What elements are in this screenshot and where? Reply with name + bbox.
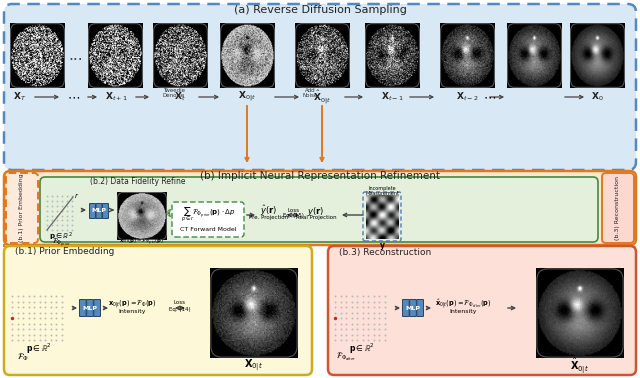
Text: $\mathcal{F}_{\Phi_{after}}$: $\mathcal{F}_{\Phi_{after}}$ (336, 351, 356, 363)
Text: $\mathbf{X}_{t-1}$: $\mathbf{X}_{t-1}$ (381, 91, 403, 103)
Text: $\mathbf{X}_{0|t}$: $\mathbf{X}_{0|t}$ (244, 357, 264, 373)
FancyBboxPatch shape (403, 299, 409, 316)
Text: ...: ... (448, 48, 462, 63)
Text: $\cdots$: $\cdots$ (67, 90, 81, 104)
Text: Pre. Projection: Pre. Projection (250, 214, 289, 220)
Text: $\mathbf{X}_0$: $\mathbf{X}_0$ (591, 91, 604, 103)
Text: $\mathbf{X}_{t+1}$: $\mathbf{X}_{t+1}$ (104, 91, 127, 103)
Text: (b.2) Data Fidelity Refine: (b.2) Data Fidelity Refine (90, 178, 186, 186)
Text: $\mathbf{p}\in\mathbb{R}^2$: $\mathbf{p}\in\mathbb{R}^2$ (26, 342, 52, 356)
FancyBboxPatch shape (4, 171, 636, 245)
Text: $\mathcal{F}_{\Phi}$: $\mathcal{F}_{\Phi}$ (17, 351, 29, 363)
Text: Intensity: Intensity (118, 308, 146, 313)
FancyBboxPatch shape (4, 4, 636, 170)
Text: Incomplete
Measurement: Incomplete Measurement (365, 186, 399, 197)
FancyBboxPatch shape (417, 299, 424, 316)
FancyBboxPatch shape (102, 203, 109, 218)
Text: Loss: Loss (174, 301, 186, 305)
Text: $\mathbf{X}_T$: $\mathbf{X}_T$ (13, 91, 27, 103)
Text: $\hat{\mathbf{X}}_{0|t}$: $\hat{\mathbf{X}}_{0|t}$ (313, 88, 331, 106)
Text: $\mathbf{X}_t$: $\mathbf{X}_t$ (174, 91, 186, 103)
Text: CT Forward Model: CT Forward Model (180, 227, 236, 232)
FancyBboxPatch shape (90, 203, 95, 218)
Text: Real Projection: Real Projection (296, 214, 336, 220)
FancyBboxPatch shape (602, 173, 634, 243)
Text: MLP: MLP (92, 209, 106, 214)
Text: (b.3) Reconstruction: (b.3) Reconstruction (339, 248, 431, 257)
Text: $\mathbf{X}_{t-2}$: $\mathbf{X}_{t-2}$ (456, 91, 478, 103)
Text: (a) Reverse Diffusion Sampling: (a) Reverse Diffusion Sampling (234, 5, 406, 15)
Text: Noise: Noise (302, 93, 317, 98)
Text: Tweedie: Tweedie (163, 88, 185, 93)
FancyBboxPatch shape (6, 173, 38, 243)
Text: Add: Add (305, 88, 316, 93)
Text: $y(\mathbf{r})$: $y(\mathbf{r})$ (307, 204, 324, 217)
Text: ...: ... (68, 48, 83, 63)
Text: $\sum_{p\in r}\mathcal{F}_{\Phi_{prior}}(\mathbf{p})\cdot\Delta p$: $\sum_{p\in r}\mathcal{F}_{\Phi_{prior}}… (180, 206, 236, 225)
Text: MLP: MLP (83, 305, 97, 310)
Text: $\hat{\mathbf{X}}_{0|t}$: $\hat{\mathbf{X}}_{0|t}$ (570, 355, 589, 375)
Text: Denoise: Denoise (163, 93, 185, 98)
Text: (b.3) Reconstruction: (b.3) Reconstruction (616, 176, 621, 240)
Text: $\mathbf{x}_{0|t}(\mathbf{p})=\mathcal{F}_{\Phi}(\mathbf{p})$: $\mathbf{x}_{0|t}(\mathbf{p})=\mathcal{F… (108, 298, 156, 310)
Text: (b) Implicit Neural Representation Refinement: (b) Implicit Neural Representation Refin… (200, 171, 440, 181)
FancyBboxPatch shape (79, 299, 86, 316)
Text: MLP: MLP (406, 305, 420, 310)
Text: $\mathcal{F}_{\Phi_{prior}}$: $\mathcal{F}_{\Phi_{prior}}$ (52, 237, 70, 249)
Text: r: r (75, 193, 77, 199)
Text: $\mathbf{y}$: $\mathbf{y}$ (379, 241, 385, 252)
Text: (b.1) Prior Embedding: (b.1) Prior Embedding (19, 174, 24, 242)
Text: $\cdots$: $\cdots$ (483, 90, 497, 104)
Text: (b.1) Prior Embedding: (b.1) Prior Embedding (15, 248, 115, 257)
FancyBboxPatch shape (94, 299, 100, 316)
Text: $\hat{y}(\mathbf{r})$: $\hat{y}(\mathbf{r})$ (260, 204, 278, 218)
FancyBboxPatch shape (86, 299, 93, 316)
Text: $\mathbf{p}\in\mathbb{R}^2$: $\mathbf{p}\in\mathbb{R}^2$ (349, 342, 375, 356)
FancyBboxPatch shape (40, 177, 598, 242)
FancyBboxPatch shape (172, 202, 244, 237)
FancyBboxPatch shape (96, 203, 102, 218)
Text: Intensity: Intensity (449, 308, 477, 313)
Text: Eq. (15): Eq. (15) (283, 212, 303, 217)
Text: Loss: Loss (287, 208, 299, 212)
FancyBboxPatch shape (410, 299, 417, 316)
FancyBboxPatch shape (328, 246, 636, 375)
Text: $\mathbf{x}_{0|t}(\mathbf{p})=\mathcal{F}_{\Phi_{prior}}(\mathbf{p})$: $\mathbf{x}_{0|t}(\mathbf{p})=\mathcal{F… (120, 237, 164, 247)
Text: $\mathbf{X}_{0|t}$: $\mathbf{X}_{0|t}$ (238, 90, 256, 104)
Text: $\hat{\mathbf{x}}_{0|t}(\mathbf{p})=\mathcal{F}_{\Phi_{after}}(\mathbf{p})$: $\hat{\mathbf{x}}_{0|t}(\mathbf{p})=\mat… (435, 297, 492, 311)
Text: Eq. (14): Eq. (14) (169, 307, 191, 311)
Text: $\mathbf{p}\in\mathbb{R}^2$: $\mathbf{p}\in\mathbb{R}^2$ (49, 231, 73, 243)
FancyBboxPatch shape (4, 246, 312, 375)
